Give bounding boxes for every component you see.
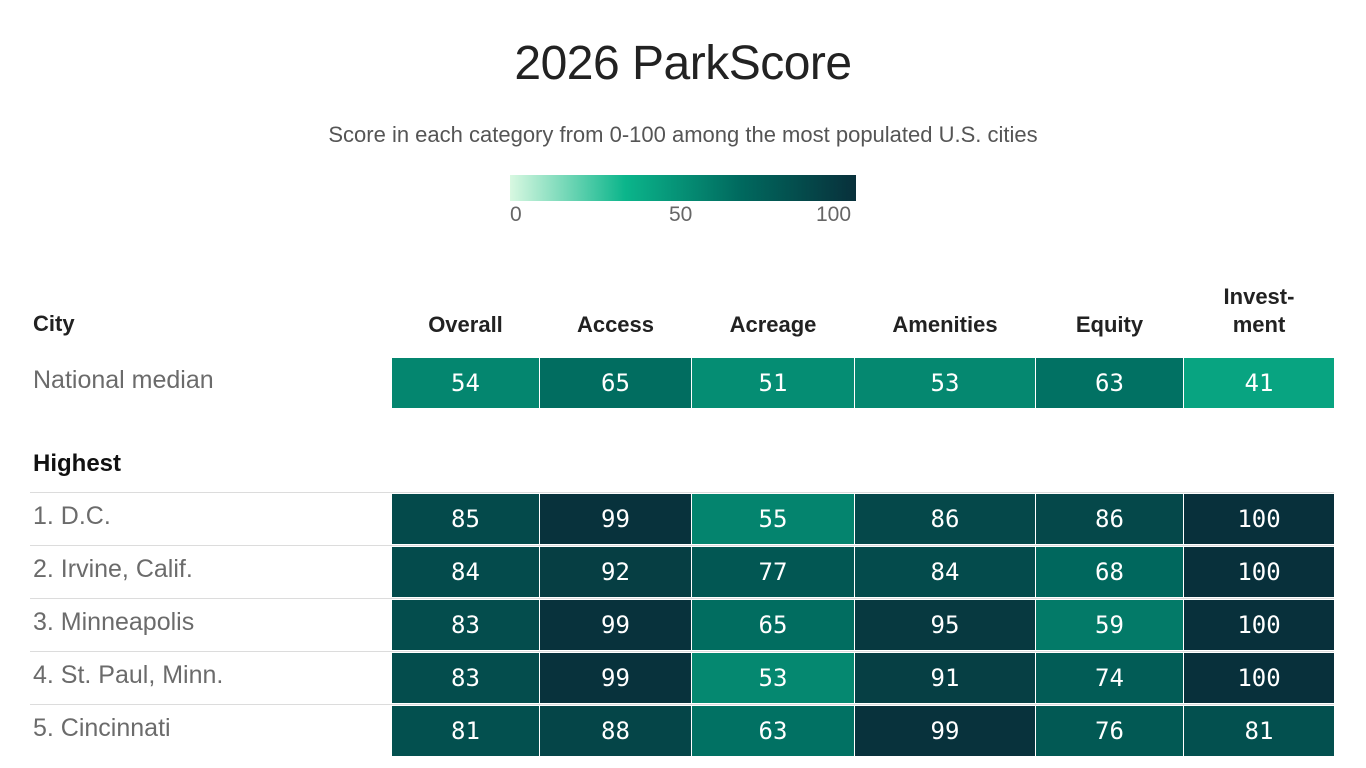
row-5-cell-4: 76 <box>1036 706 1183 756</box>
chart-title: 2026 ParkScore <box>514 37 852 90</box>
row-2-cell-1: 92 <box>540 547 691 597</box>
row-label-1: 1. D.C. <box>33 502 111 530</box>
row-1-cell-1: 99 <box>540 494 691 544</box>
median-row-label: National median <box>33 366 214 394</box>
column-header-city: City <box>33 311 75 336</box>
section-label-highest: Highest <box>33 450 122 477</box>
row-2-cell-0: 84 <box>392 547 539 597</box>
legend-tick-100: 100 <box>816 203 852 226</box>
row-label-4: 4. St. Paul, Minn. <box>33 661 224 689</box>
median-cell-3: 53 <box>855 358 1035 408</box>
color-scale-legend <box>510 175 856 201</box>
row-divider <box>30 704 1334 705</box>
row-5-cell-5: 81 <box>1184 706 1334 756</box>
column-header-3: Amenities <box>892 312 998 337</box>
row-label-2: 2. Irvine, Calif. <box>33 555 193 583</box>
row-divider <box>30 598 1334 599</box>
row-1-cell-5: 100 <box>1184 494 1334 544</box>
row-2-cell-3: 84 <box>855 547 1035 597</box>
row-3-cell-4: 59 <box>1036 600 1183 650</box>
row-2-cell-4: 68 <box>1036 547 1183 597</box>
row-5-cell-0: 81 <box>392 706 539 756</box>
row-4-cell-4: 74 <box>1036 653 1183 703</box>
legend-tick-50: 50 <box>669 203 693 226</box>
row-3-cell-2: 65 <box>692 600 854 650</box>
row-4-cell-0: 83 <box>392 653 539 703</box>
column-header-4: Equity <box>1075 312 1144 337</box>
chart-subtitle: Score in each category from 0-100 among … <box>328 122 1038 147</box>
legend-tick-0: 0 <box>510 203 522 226</box>
row-1-cell-4: 86 <box>1036 494 1183 544</box>
row-4-cell-5: 100 <box>1184 653 1334 703</box>
row-5-cell-2: 63 <box>692 706 854 756</box>
row-1-cell-3: 86 <box>855 494 1035 544</box>
row-4-cell-3: 91 <box>855 653 1035 703</box>
row-4-cell-2: 53 <box>692 653 854 703</box>
row-1-cell-0: 85 <box>392 494 539 544</box>
median-cell-4: 63 <box>1036 358 1183 408</box>
median-cell-1: 65 <box>540 358 691 408</box>
column-header-0: Overall <box>428 312 503 337</box>
row-1-cell-2: 55 <box>692 494 854 544</box>
median-cell-0: 54 <box>392 358 539 408</box>
row-label-5: 5. Cincinnati <box>33 714 171 742</box>
row-2-cell-5: 100 <box>1184 547 1334 597</box>
row-3-cell-0: 83 <box>392 600 539 650</box>
median-cell-2: 51 <box>692 358 854 408</box>
column-header-1: Access <box>576 312 655 337</box>
row-3-cell-5: 100 <box>1184 600 1334 650</box>
row-2-cell-2: 77 <box>692 547 854 597</box>
row-3-cell-1: 99 <box>540 600 691 650</box>
row-4-cell-1: 99 <box>540 653 691 703</box>
row-divider <box>30 651 1334 652</box>
row-3-cell-3: 95 <box>855 600 1035 650</box>
row-label-3: 3. Minneapolis <box>33 608 195 636</box>
row-5-cell-3: 99 <box>855 706 1035 756</box>
column-header-2: Acreage <box>729 312 817 337</box>
column-header-5: Invest-ment <box>1223 284 1295 337</box>
row-divider <box>30 545 1334 546</box>
row-divider <box>30 492 1334 493</box>
median-cell-5: 41 <box>1184 358 1334 408</box>
row-5-cell-1: 88 <box>540 706 691 756</box>
